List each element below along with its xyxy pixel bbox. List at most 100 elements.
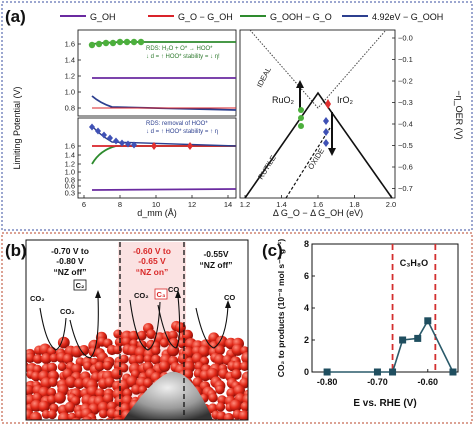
nanoparticle-sphere bbox=[214, 345, 225, 356]
left-line2: -0.80 V bbox=[56, 256, 84, 266]
bottom-subplot-frame bbox=[77, 117, 237, 199]
bottom-note-line2: ↓ d = ↑ HOO* stability = ↑ η bbox=[146, 129, 218, 135]
nanoparticle-sphere bbox=[71, 363, 83, 375]
chart-c-y-tick-label: 6 bbox=[304, 271, 309, 281]
nanoparticle-sphere bbox=[112, 345, 123, 355]
panel-a-frame bbox=[1, 1, 473, 231]
volcano-xlabel: Δ G_O − Δ G_OH (eV) bbox=[273, 208, 363, 218]
bottom-ooh-o-line bbox=[91, 145, 236, 165]
volcano-green-marker bbox=[298, 123, 304, 129]
blue-marker bbox=[131, 141, 137, 149]
legend-label-o-oh: G_O − G_OH bbox=[178, 12, 233, 22]
nanoparticle-sphere bbox=[40, 353, 52, 365]
nanoparticle-sphere bbox=[159, 360, 171, 372]
nanoparticle-sphere bbox=[39, 421, 50, 425]
nanoparticle-sphere bbox=[49, 353, 59, 363]
nanoparticle-sphere bbox=[128, 330, 139, 342]
volcano-subplot: 1.2 1.4 1.6 1.8 2.0 −0.0 −0.1 −0.2 −0.3 −0.4 −0.5… bbox=[239, 29, 413, 209]
nanoparticle-sphere bbox=[215, 335, 228, 349]
volcano-y-tick-label: −0.1 bbox=[398, 55, 413, 64]
nanoparticle-sphere bbox=[229, 399, 242, 412]
chart-c-x-tick-label: -0.80 bbox=[317, 377, 338, 387]
chart-c-data-point bbox=[399, 336, 407, 344]
nanoparticle-sphere bbox=[112, 417, 124, 420]
nanoparticle-sphere bbox=[54, 391, 66, 404]
nanoparticle-sphere bbox=[146, 329, 157, 340]
nanoparticle-sphere bbox=[238, 410, 248, 420]
nanoparticle-sphere bbox=[240, 361, 248, 371]
green-marker bbox=[116, 38, 124, 46]
down-arrow-head bbox=[328, 148, 336, 156]
nanoparticle-sphere bbox=[111, 368, 123, 380]
volcano-y-tick-label: −0.2 bbox=[398, 77, 413, 86]
legend-label-oh: G_OH bbox=[90, 12, 116, 22]
nanoparticle-spheres bbox=[15, 320, 248, 425]
volcano-green-marker bbox=[298, 107, 304, 113]
panel-a-label: (a) bbox=[5, 7, 26, 26]
nanoparticle-sphere bbox=[58, 412, 71, 420]
chart-c-data-point bbox=[414, 334, 422, 342]
nanoparticle-sphere bbox=[240, 401, 248, 412]
blue-marker bbox=[119, 139, 125, 147]
nanoparticle-sphere bbox=[26, 352, 36, 363]
panel-c: (c) 0 2 4 6 8 -0.80 -0.70 -0.60 C₃H₈O E vs. RH… bbox=[262, 239, 459, 409]
mid-arrow-head bbox=[175, 290, 181, 298]
nanoparticle-sphere bbox=[31, 371, 41, 382]
green-marker bbox=[109, 39, 117, 47]
mid-badge: C₃ bbox=[157, 290, 166, 299]
nanoparticle-sphere bbox=[143, 378, 153, 388]
nanoparticle-sphere bbox=[105, 417, 114, 420]
chart-c-points bbox=[323, 317, 457, 376]
green-marker bbox=[137, 38, 145, 46]
mid-co2: CO₂ bbox=[134, 291, 149, 300]
chart-c-data-point bbox=[389, 368, 397, 376]
volcano-red-marker bbox=[325, 99, 331, 109]
right-flow-arrow bbox=[195, 305, 229, 349]
chart-c-y-tick-label: 4 bbox=[304, 303, 309, 313]
bottom-y-ticks: 1.61.41.21.00.80.60.3 bbox=[65, 142, 81, 198]
green-marker bbox=[130, 38, 138, 46]
nanoparticle-sphere bbox=[47, 387, 57, 398]
mid-line2: -0.65 V bbox=[138, 256, 166, 266]
bottom-x-tick-label: 12 bbox=[188, 200, 196, 209]
nanoparticle-sphere bbox=[135, 354, 145, 364]
iro2-label: IrO₂ bbox=[337, 95, 353, 105]
volcano-blue-marker bbox=[323, 139, 329, 147]
oxide-line bbox=[285, 127, 331, 199]
panel-b-border bbox=[25, 239, 249, 421]
panel-a-bottom-subplot: 1.61.41.21.00.80.60.3 6 8 10 12 14 RDS: remo… bbox=[65, 117, 237, 209]
bottom-x-tick-label: 8 bbox=[118, 200, 122, 209]
nanoparticle-sphere bbox=[223, 412, 234, 420]
bottom-blue-markers bbox=[89, 123, 137, 149]
left-badge: C₂ bbox=[76, 281, 85, 290]
nanoparticle-sphere bbox=[241, 351, 248, 364]
volcano-x-tick-label: 1.4 bbox=[276, 200, 286, 209]
chart-c-x-tick-label: -0.70 bbox=[367, 377, 388, 387]
nanoparticle-sphere bbox=[16, 371, 26, 381]
nanoparticle-sphere bbox=[26, 414, 27, 419]
top-y-tick-label: 0.8 bbox=[65, 104, 75, 113]
mid-co: CO bbox=[168, 285, 179, 294]
nanoparticle-sphere bbox=[98, 409, 108, 419]
nanoparticle-sphere bbox=[168, 330, 178, 341]
nanoparticle-sphere bbox=[213, 354, 226, 366]
panel-a-ylabel: Limiting Potential (V) bbox=[12, 86, 22, 169]
volcano-x-ticks: 1.2 1.4 1.6 1.8 2.0 bbox=[240, 195, 396, 209]
bottom-x-tick-label: 10 bbox=[152, 200, 160, 209]
left-flow-arrow bbox=[39, 307, 67, 351]
mid-flow-arrow bbox=[157, 295, 181, 349]
right-line2: “NZ off” bbox=[199, 260, 232, 270]
volcano-x-tick-label: 1.6 bbox=[313, 200, 323, 209]
green-marker bbox=[102, 39, 110, 47]
bottom-x-tick-label: 14 bbox=[224, 200, 232, 209]
green-marker bbox=[95, 40, 103, 48]
nanoparticle-sphere bbox=[208, 393, 218, 403]
volcano-y-tick-label: −0.5 bbox=[398, 141, 413, 150]
top-note-line2: ↓ d = ↑ HOO* stability = ↓ η! bbox=[146, 54, 220, 60]
nanoparticle-sphere bbox=[15, 380, 25, 390]
right-co: CO bbox=[224, 293, 235, 302]
blue-marker bbox=[89, 123, 95, 131]
nanoparticle-sphere bbox=[33, 354, 43, 364]
bottom-note-line1: RDS: removal of HOO* bbox=[146, 121, 208, 127]
